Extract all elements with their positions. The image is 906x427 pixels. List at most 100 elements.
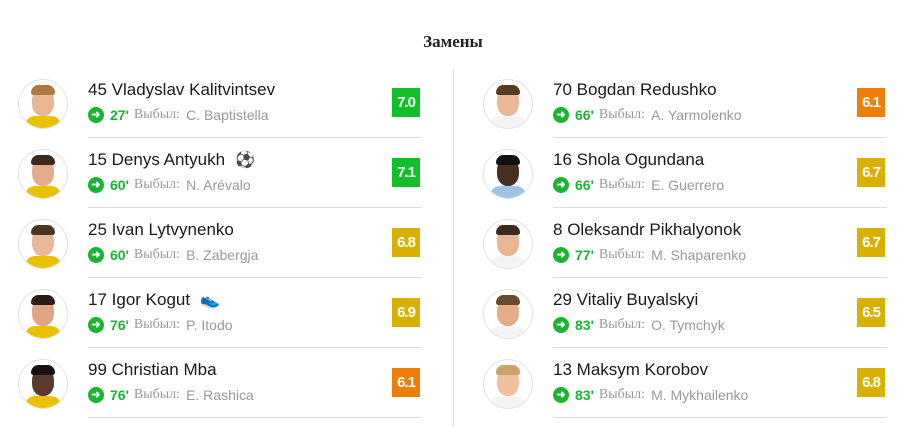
player-name[interactable]: 70 Bogdan Redushko <box>553 80 717 100</box>
substitute-row[interactable]: 8 Oleksandr Pikhalyonok ➜ 77' Выбыл: M. … <box>483 208 887 278</box>
player-number: 29 <box>553 290 572 309</box>
sub-in-arrow-icon: ➜ <box>553 177 569 193</box>
substitute-row[interactable]: 45 Vladyslav Kalitvintsev ➜ 27' Выбыл: C… <box>18 68 422 138</box>
player-name[interactable]: 16 Shola Ogundana <box>553 150 704 170</box>
substitution-info: ➜ 66' Выбыл: A. Yarmolenko <box>553 107 742 123</box>
player-number: 70 <box>553 80 572 99</box>
replaced-player: B. Zabergja <box>186 247 259 263</box>
sub-in-arrow-icon: ➜ <box>553 247 569 263</box>
sub-in-arrow-icon: ➜ <box>553 317 569 333</box>
goal-ball-icon: ⚽ <box>235 152 255 169</box>
player-rating: 6.7 <box>857 158 885 187</box>
avatar-shirt <box>25 326 61 338</box>
out-label: Выбыл: <box>133 107 181 122</box>
substitute-row[interactable]: 29 Vitaliy Buyalskyi ➜ 83' Выбыл: O. Tym… <box>483 278 887 348</box>
player-name[interactable]: 29 Vitaliy Buyalskyi <box>553 290 698 310</box>
avatar-shirt <box>25 116 61 128</box>
sub-minute: 66' <box>575 107 594 123</box>
player-number: 17 <box>88 290 107 309</box>
player-fullname: Shola Ogundana <box>576 150 705 169</box>
substitution-info: ➜ 77' Выбыл: M. Shaparenko <box>553 247 746 263</box>
substitute-row[interactable]: 15 Denys Antyukh ⚽ ➜ 60' Выбыл: N. Aréval… <box>18 138 422 208</box>
sub-minute: 83' <box>575 317 594 333</box>
sub-minute: 76' <box>110 317 129 333</box>
substitution-info: ➜ 76' Выбыл: E. Rashica <box>88 387 254 403</box>
row-separator <box>88 277 422 278</box>
player-fullname: Vitaliy Buyalskyi <box>576 290 699 309</box>
avatar-shirt <box>25 256 61 268</box>
avatar-hair <box>31 85 55 95</box>
avatar-face <box>497 88 519 116</box>
avatar-hair <box>31 225 55 235</box>
sub-in-arrow-icon: ➜ <box>88 317 104 333</box>
substitute-row[interactable]: 17 Igor Kogut 👟 ➜ 76' Выбыл: P. Itodo 6.9 <box>18 278 422 348</box>
player-avatar[interactable] <box>18 289 68 339</box>
avatar-hair <box>31 155 55 165</box>
player-avatar[interactable] <box>483 149 533 199</box>
row-separator <box>88 207 422 208</box>
avatar-face <box>32 298 54 326</box>
substitute-row[interactable]: 99 Christian Mba ➜ 76' Выбыл: E. Rashica… <box>18 348 422 418</box>
player-avatar[interactable] <box>483 289 533 339</box>
replaced-player: O. Tymchyk <box>651 317 725 333</box>
avatar-face <box>497 298 519 326</box>
assist-boot-icon: 👟 <box>200 292 221 309</box>
replaced-player: C. Baptistella <box>186 107 269 123</box>
player-avatar[interactable] <box>18 219 68 269</box>
sub-minute: 83' <box>575 387 594 403</box>
away-substitutes: 70 Bogdan Redushko ➜ 66' Выбыл: A. Yarmo… <box>483 68 887 418</box>
player-name[interactable]: 99 Christian Mba <box>88 360 217 380</box>
player-name[interactable]: 13 Maksym Korobov <box>553 360 708 380</box>
player-name[interactable]: 25 Ivan Lytvynenko <box>88 220 234 240</box>
row-separator <box>553 347 887 348</box>
player-avatar[interactable] <box>18 359 68 409</box>
column-divider <box>453 70 454 427</box>
avatar-face <box>497 228 519 256</box>
sub-minute: 66' <box>575 177 594 193</box>
out-label: Выбыл: <box>598 107 646 122</box>
replaced-player: M. Shaparenko <box>651 247 747 263</box>
player-avatar[interactable] <box>483 79 533 129</box>
replaced-player: E. Rashica <box>186 387 254 403</box>
player-avatar[interactable] <box>483 219 533 269</box>
substitute-row[interactable]: 16 Shola Ogundana ➜ 66' Выбыл: E. Guerre… <box>483 138 887 208</box>
row-separator <box>88 137 422 138</box>
substitute-row[interactable]: 70 Bogdan Redushko ➜ 66' Выбыл: A. Yarmo… <box>483 68 887 138</box>
player-avatar[interactable] <box>18 149 68 199</box>
player-fullname: Maksym Korobov <box>576 360 708 379</box>
out-label: Выбыл: <box>598 387 646 402</box>
player-avatar[interactable] <box>18 79 68 129</box>
player-fullname: Vladyslav Kalitvintsev <box>111 80 276 99</box>
row-separator <box>553 277 887 278</box>
out-label: Выбыл: <box>133 387 181 402</box>
out-label: Выбыл: <box>133 177 181 192</box>
player-number: 25 <box>88 220 107 239</box>
player-fullname: Christian Mba <box>111 360 217 379</box>
avatar-shirt <box>490 326 526 338</box>
player-number: 99 <box>88 360 107 379</box>
substitution-info: ➜ 27' Выбыл: C. Baptistella <box>88 107 269 123</box>
player-name[interactable]: 17 Igor Kogut 👟 <box>88 290 220 310</box>
avatar-shirt <box>490 186 526 198</box>
substitution-info: ➜ 83' Выбыл: O. Tymchyk <box>553 317 725 333</box>
sub-minute: 60' <box>110 247 129 263</box>
player-name[interactable]: 8 Oleksandr Pikhalyonok <box>553 220 741 240</box>
player-number: 15 <box>88 150 107 169</box>
player-name[interactable]: 15 Denys Antyukh ⚽ <box>88 150 255 170</box>
substitute-row[interactable]: 25 Ivan Lytvynenko ➜ 60' Выбыл: B. Zaber… <box>18 208 422 278</box>
out-label: Выбыл: <box>133 317 181 332</box>
substitute-row[interactable]: 13 Maksym Korobov ➜ 83' Выбыл: M. Mykhai… <box>483 348 887 418</box>
player-number: 16 <box>553 150 572 169</box>
player-avatar[interactable] <box>483 359 533 409</box>
row-separator <box>88 417 422 418</box>
sub-minute: 76' <box>110 387 129 403</box>
player-name[interactable]: 45 Vladyslav Kalitvintsev <box>88 80 275 100</box>
replaced-player: E. Guerrero <box>651 177 725 193</box>
avatar-face <box>32 368 54 396</box>
player-rating: 6.8 <box>857 368 885 397</box>
avatar-face <box>32 158 54 186</box>
substitution-info: ➜ 66' Выбыл: E. Guerrero <box>553 177 724 193</box>
avatar-shirt <box>25 186 61 198</box>
out-label: Выбыл: <box>598 177 646 192</box>
avatar-face <box>497 158 519 186</box>
